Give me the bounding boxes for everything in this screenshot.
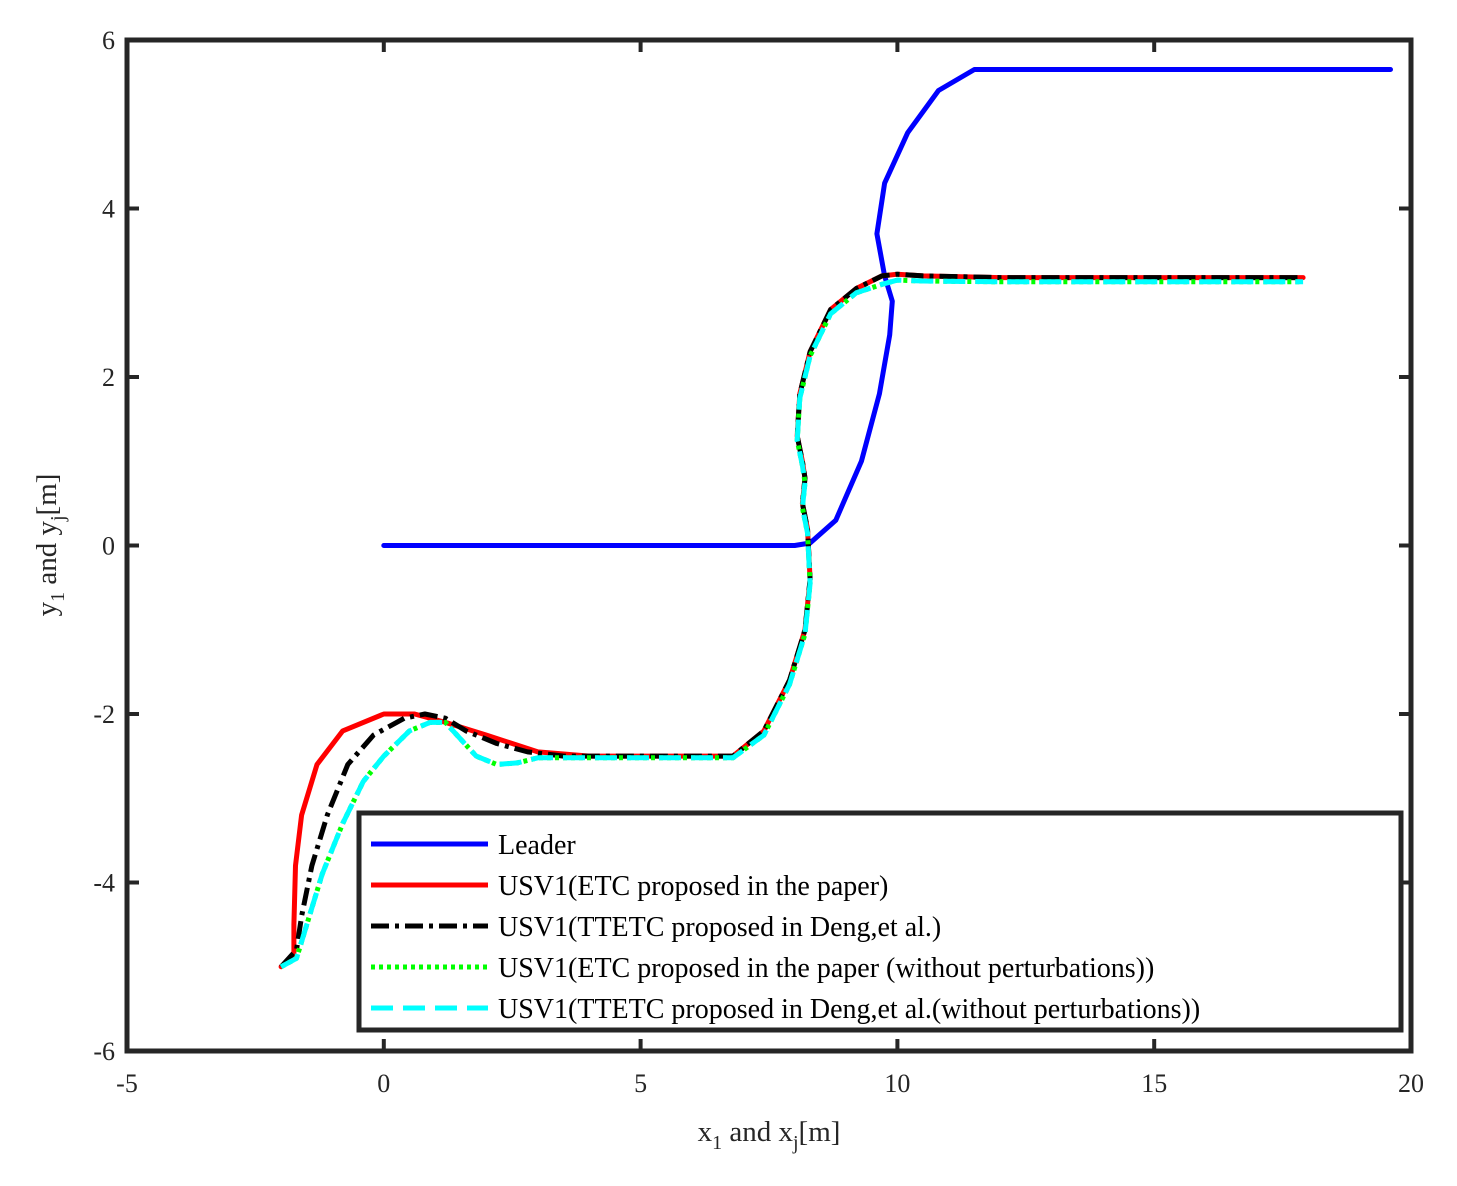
x-tick-label: 20	[1398, 1069, 1424, 1098]
y-tick-label: 6	[102, 26, 115, 55]
x-axis-label-part-2: and x	[722, 1116, 793, 1148]
legend-label-1: Leader	[498, 830, 576, 861]
y-tick-label: 2	[102, 363, 115, 392]
y-axis-label-part-2: and y	[31, 521, 63, 592]
x-axis-label-sub-1: 1	[712, 1132, 722, 1154]
y-axis-label-sub-2: j	[47, 515, 69, 522]
y-tick-label: 4	[102, 195, 115, 224]
y-tick-label: -6	[93, 1037, 115, 1066]
tick-layer: -5 0 5 10 15 20 -6 -4 -2 0 2 4 6	[93, 26, 1424, 1098]
y-axis-label: y1 and yj[m]	[31, 474, 69, 617]
y-axis-label-part-1: y	[31, 601, 63, 616]
legend-box	[356, 810, 1404, 1033]
legend-items: Leader USV1(ETC proposed in the paper) USV…	[371, 830, 1200, 1025]
x-tick-label: -5	[116, 1069, 138, 1098]
y-tick-label: 0	[102, 532, 115, 561]
legend-label-3: USV1(TTETC proposed in Deng,et al.)	[498, 912, 941, 943]
x-axis-label: x1 and xj[m]	[698, 1116, 841, 1154]
x-tick-label: 0	[377, 1069, 390, 1098]
y-tick-label: -4	[93, 869, 115, 898]
legend-label-4: USV1(ETC proposed in the paper (without …	[498, 953, 1154, 984]
x-axis-label-sub-2: j	[792, 1132, 799, 1154]
y-axis-label-part-3: [m]	[31, 474, 63, 516]
y-axis-label-sub-1: 1	[47, 592, 69, 602]
y-tick-label: -2	[93, 700, 115, 729]
legend-label-2: USV1(ETC proposed in the paper)	[498, 871, 888, 902]
series-layer	[278, 67, 1393, 970]
x-tick-label: 10	[884, 1069, 910, 1098]
series-line-5-usv1-ttetc-proposed-in-d	[279, 277, 1304, 969]
series-line-1-leader	[381, 67, 1393, 548]
x-axis-label-part-3: [m]	[799, 1116, 841, 1148]
x-tick-label: 15	[1141, 1069, 1167, 1098]
x-axis-label-part-1: x	[698, 1116, 713, 1148]
legend: Leader USV1(ETC proposed in the paper) USV…	[356, 810, 1404, 1033]
x-tick-label: 5	[634, 1069, 647, 1098]
legend-label-5: USV1(TTETC proposed in Deng,et al.(witho…	[498, 994, 1200, 1025]
